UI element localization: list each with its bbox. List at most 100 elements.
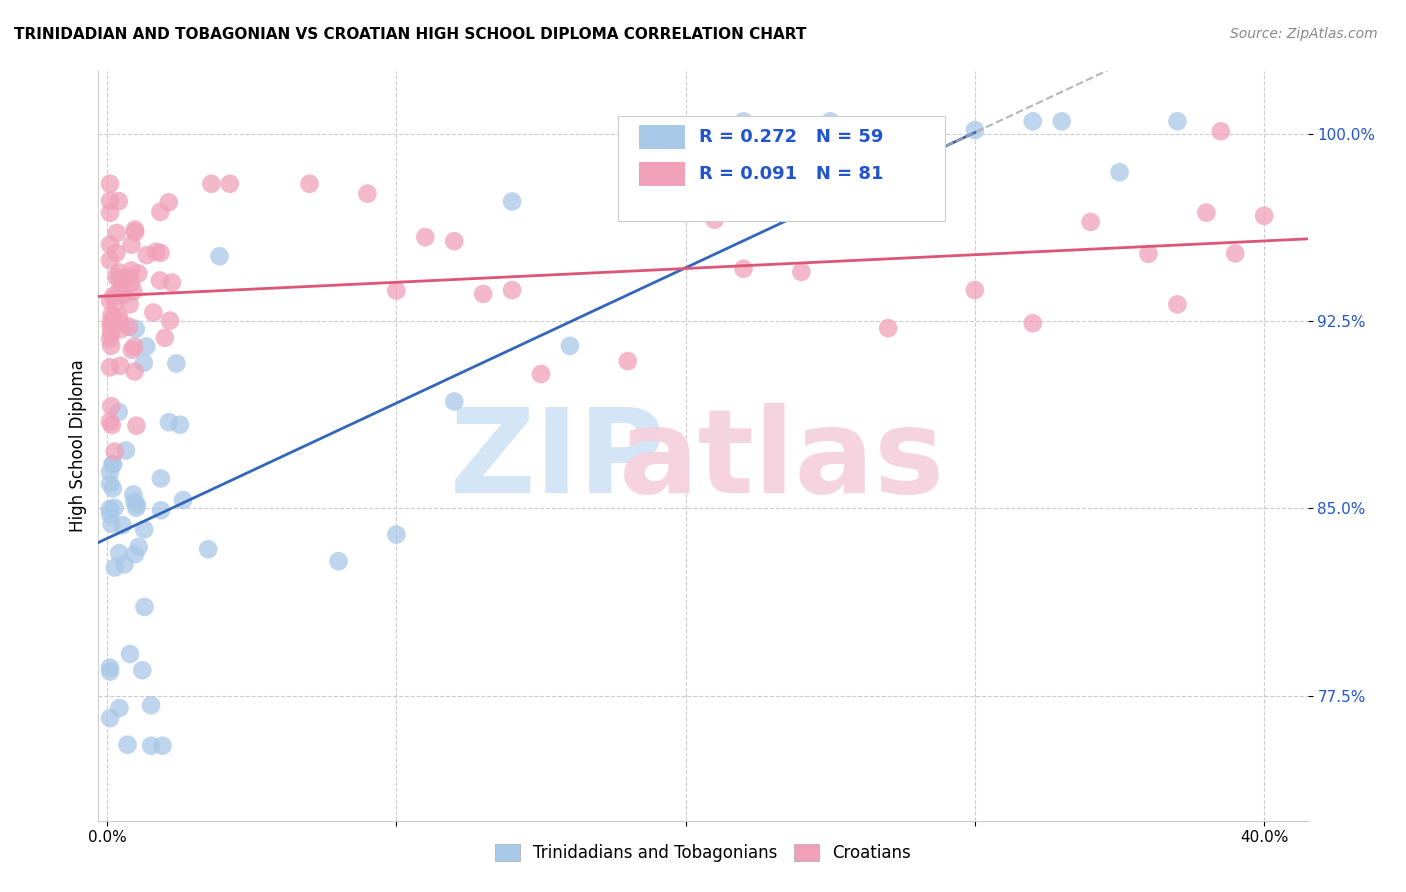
Point	[107, 405, 129, 419]
Point	[125, 498, 148, 512]
Point	[98, 465, 121, 479]
Point	[124, 495, 146, 509]
Point	[1050, 114, 1073, 128]
Point	[101, 457, 124, 471]
Point	[114, 558, 136, 572]
Point	[152, 739, 174, 753]
Point	[1195, 205, 1218, 219]
Point	[200, 177, 222, 191]
Point	[963, 283, 986, 297]
Point	[112, 287, 135, 301]
Point	[1166, 114, 1188, 128]
Point	[356, 186, 378, 201]
Point	[820, 114, 842, 128]
Point	[877, 122, 900, 136]
Point	[98, 293, 121, 308]
Point	[120, 237, 142, 252]
Point	[645, 126, 668, 140]
Point	[100, 339, 122, 353]
Point	[98, 206, 121, 220]
Point	[128, 540, 150, 554]
Point	[105, 226, 128, 240]
Point	[98, 237, 121, 252]
Point	[501, 194, 523, 209]
Point	[101, 418, 124, 433]
Point	[111, 275, 134, 289]
Point	[120, 277, 142, 291]
Point	[1166, 297, 1188, 311]
Point	[501, 283, 523, 297]
Point	[197, 542, 219, 557]
Point	[124, 364, 146, 378]
Point	[208, 249, 231, 263]
Point	[120, 263, 142, 277]
Point	[135, 339, 157, 353]
Point	[98, 711, 121, 725]
Point	[110, 359, 132, 373]
Point	[108, 273, 131, 287]
Point	[385, 284, 408, 298]
Point	[100, 314, 122, 328]
Point	[530, 367, 553, 381]
Point	[790, 265, 813, 279]
Point	[98, 501, 121, 516]
Point	[157, 195, 180, 210]
Y-axis label: High School Diploma: High School Diploma	[69, 359, 87, 533]
Point	[443, 394, 465, 409]
Point	[98, 665, 121, 679]
Point	[108, 265, 131, 279]
Point	[125, 418, 148, 433]
Point	[131, 663, 153, 677]
Point	[1022, 114, 1045, 128]
Point	[107, 285, 129, 300]
Point	[104, 444, 127, 458]
Point	[1253, 209, 1275, 223]
Point	[617, 354, 640, 368]
Point	[159, 313, 181, 327]
Point	[218, 177, 240, 191]
Point	[98, 660, 121, 674]
Point	[134, 522, 156, 536]
Point	[107, 194, 129, 208]
Point	[385, 527, 408, 541]
Text: TRINIDADIAN AND TOBAGONIAN VS CROATIAN HIGH SCHOOL DIPLOMA CORRELATION CHART: TRINIDADIAN AND TOBAGONIAN VS CROATIAN H…	[14, 27, 807, 42]
Point	[101, 481, 124, 495]
Point	[1137, 247, 1160, 261]
Point	[100, 308, 122, 322]
Point	[98, 360, 121, 375]
Point	[117, 269, 139, 284]
Point	[111, 279, 134, 293]
Text: ZIP: ZIP	[450, 403, 666, 518]
Point	[134, 599, 156, 614]
Point	[118, 647, 141, 661]
FancyBboxPatch shape	[619, 116, 945, 221]
Point	[127, 267, 149, 281]
Point	[149, 246, 172, 260]
Point	[100, 399, 122, 413]
Point	[98, 177, 121, 191]
Point	[165, 356, 187, 370]
Point	[157, 415, 180, 429]
Point	[104, 560, 127, 574]
Point	[145, 244, 167, 259]
Point	[124, 222, 146, 236]
Point	[1108, 165, 1130, 179]
Point	[125, 322, 148, 336]
Point	[103, 500, 125, 515]
Point	[108, 546, 131, 560]
Point	[103, 289, 125, 303]
Point	[104, 296, 127, 310]
Point	[298, 177, 321, 191]
Point	[105, 245, 128, 260]
Point	[98, 508, 121, 522]
Point	[733, 261, 755, 276]
Point	[153, 331, 176, 345]
Point	[122, 284, 145, 298]
Text: R = 0.091   N = 81: R = 0.091 N = 81	[699, 165, 884, 183]
Text: Source: ZipAtlas.com: Source: ZipAtlas.com	[1230, 27, 1378, 41]
Point	[132, 356, 155, 370]
Point	[472, 286, 495, 301]
Point	[139, 698, 162, 713]
Bar	[638, 125, 685, 149]
Point	[110, 322, 132, 336]
